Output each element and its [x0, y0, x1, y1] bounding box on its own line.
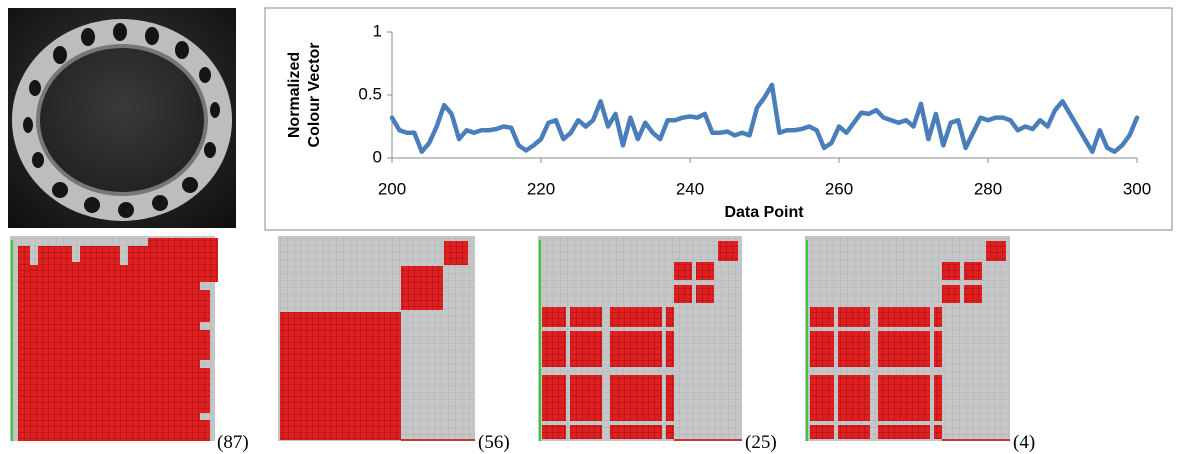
figure-canvas: Normalized Colour Vector Data Point 0 0.5…: [0, 0, 1182, 454]
x-tick-label: 260: [825, 179, 853, 198]
y-axis-label: Normalized: [286, 52, 303, 138]
y-axis-label: Colour Vector: [306, 43, 323, 148]
x-tick-label: 300: [1123, 179, 1151, 198]
panel-label: (4): [1013, 432, 1035, 454]
matrix-panel: [538, 236, 742, 441]
y-tick-label: 0.5: [358, 84, 382, 103]
matrix-panel: [278, 236, 475, 441]
x-tick-label: 220: [527, 179, 555, 198]
x-tick-label: 280: [974, 179, 1002, 198]
matrix-panel: [10, 236, 218, 441]
matrix-panel: [805, 236, 1010, 441]
figure: Normalized Colour Vector Data Point 0 0.5…: [0, 0, 1182, 454]
y-tick-label: 1: [373, 21, 382, 40]
x-tick-label: 240: [676, 179, 704, 198]
ring-render: [8, 8, 236, 228]
x-axis-label: Data Point: [724, 204, 804, 221]
panel-label: (87): [217, 432, 249, 454]
panel-label: (56): [478, 432, 510, 454]
y-tick-label: 0: [373, 147, 382, 166]
panel-label: (25): [745, 432, 777, 454]
x-tick-label: 200: [378, 179, 406, 198]
